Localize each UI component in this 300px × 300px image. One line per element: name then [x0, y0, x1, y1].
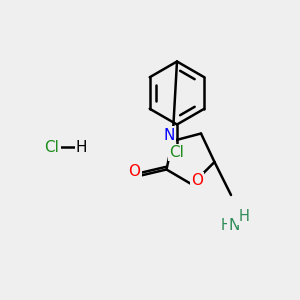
Text: N: N [228, 218, 240, 232]
Text: H: H [76, 140, 87, 154]
Text: H: H [221, 218, 232, 232]
Text: N: N [163, 128, 175, 142]
Text: Cl: Cl [44, 140, 59, 154]
Text: O: O [191, 173, 203, 188]
Text: O: O [128, 164, 140, 179]
Text: H: H [238, 209, 249, 224]
Text: Cl: Cl [169, 145, 184, 160]
